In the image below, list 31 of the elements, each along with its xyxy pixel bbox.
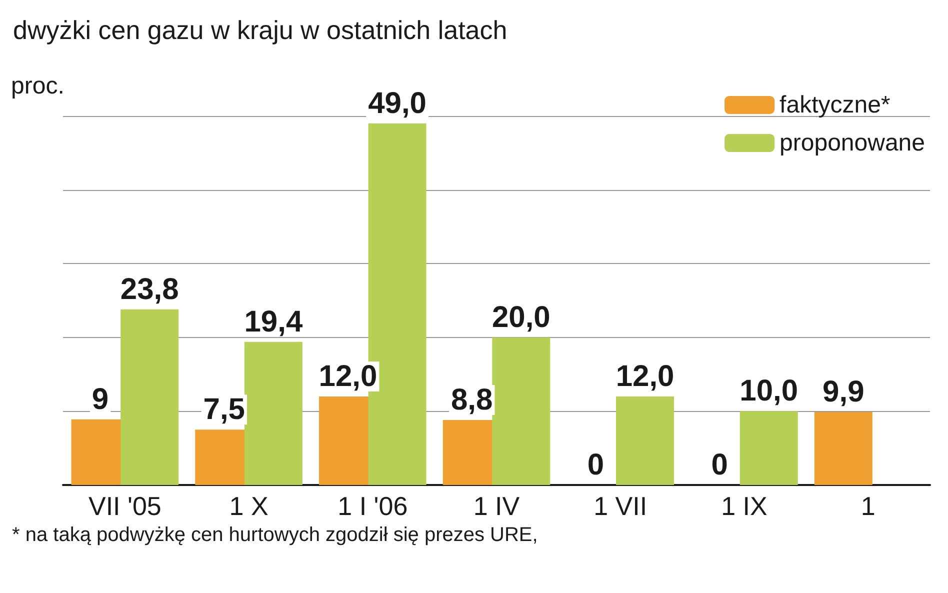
data-label: 20,0 [492,300,550,334]
x-tick-label: 1 IX [721,491,768,521]
data-label: 12,0 [318,360,378,393]
data-label: 9 [92,382,109,416]
data-label: 7,5 [203,393,245,426]
data-label: 12,0 [616,360,674,393]
data-label: 0 [711,448,728,482]
data-label: 9,9 [822,375,864,408]
bar [616,396,674,485]
x-tick-label: 1 I '06 [338,491,408,521]
data-label: 8,8 [450,384,493,417]
bar [740,411,798,485]
legend-label: proponowane [780,130,925,156]
y-axis-title: proc. [11,72,64,100]
x-tick-label: 1 IV [473,491,520,521]
data-label: 19,4 [244,305,303,338]
bar [244,342,302,485]
data-label: 0 [587,448,604,482]
bar [814,412,872,485]
x-tick-label: 1 [860,491,876,521]
x-tick-label: 1 X [229,491,268,521]
chart-title: dwyżki cen gazu w kraju w ostatnich latach [13,15,508,45]
x-tick-label: 1 VII [594,491,648,521]
data-label: 49,0 [368,86,426,120]
data-label: 10,0 [740,374,798,408]
x-tick-label: VII '05 [88,491,162,521]
data-label: 23,8 [120,272,179,306]
text: * na taką podwyżkę cen hurtowych zgodził się prezes URE, [12,524,538,546]
legend-label: faktyczne* [780,92,890,118]
bar [492,337,550,485]
bar [120,309,179,485]
